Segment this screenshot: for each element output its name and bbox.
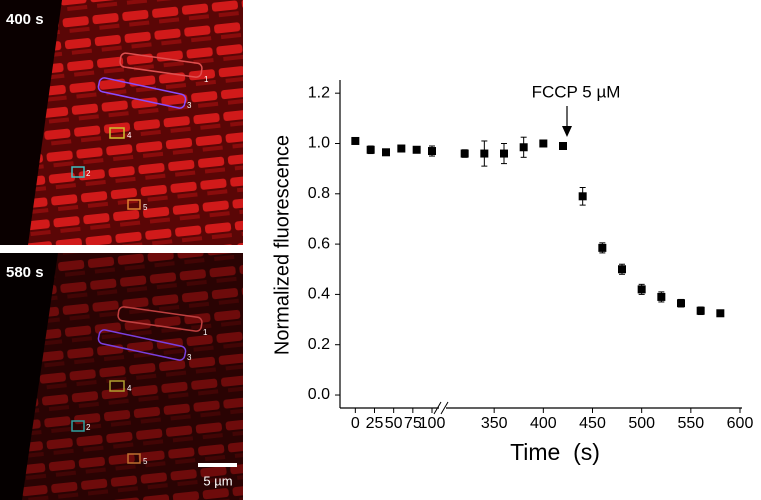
x-tick-label: 75 xyxy=(404,415,422,432)
axis-break xyxy=(440,401,449,415)
x-tick-label: 500 xyxy=(628,415,655,432)
roi-label: 4 xyxy=(127,131,132,140)
data-point xyxy=(578,192,587,201)
data-point xyxy=(539,139,548,148)
roi-label: 4 xyxy=(127,384,132,393)
annotation: FCCP 5 µM xyxy=(532,82,621,101)
x-tick-label: 25 xyxy=(366,415,384,432)
y-tick-label: 1.2 xyxy=(308,84,330,101)
scale-bar-label: 5 µm xyxy=(203,473,232,488)
x-tick-label: 50 xyxy=(385,415,403,432)
data-point xyxy=(382,148,390,157)
data-point xyxy=(428,147,436,156)
cell xyxy=(28,0,243,245)
rois xyxy=(71,306,203,464)
cell xyxy=(22,253,243,500)
x-tick-label: 100 xyxy=(419,415,446,432)
y-axis-label: Normalized fluorescence xyxy=(271,135,293,355)
data-point xyxy=(397,144,406,153)
data-point xyxy=(559,142,567,150)
data-point xyxy=(716,309,725,318)
image-label: 580 s xyxy=(6,264,44,281)
roi-label: 2 xyxy=(86,423,91,432)
image-label: 400 s xyxy=(6,11,44,28)
chart: FCCP 5 µM Normalized fluorescence Time (… xyxy=(271,80,753,465)
y-tick-label: 0.8 xyxy=(308,185,330,202)
data-point xyxy=(366,145,375,154)
data-point xyxy=(412,145,421,154)
data-point xyxy=(637,285,646,294)
roi-label: 5 xyxy=(143,457,148,466)
data-point xyxy=(460,149,469,158)
data-point xyxy=(677,299,685,308)
data-point xyxy=(351,136,360,145)
data-point xyxy=(519,143,528,152)
roi-label: 1 xyxy=(203,328,208,337)
data-point xyxy=(500,149,508,158)
y-tick-label: 1.0 xyxy=(308,135,330,152)
data-point xyxy=(480,149,489,158)
x-tick-label: 0 xyxy=(351,415,360,432)
x-axis-label: Time (s) xyxy=(510,439,600,465)
roi-label: 3 xyxy=(187,101,192,110)
data-point xyxy=(696,306,705,315)
rois xyxy=(71,52,203,210)
y-tick-label: 0.4 xyxy=(308,286,330,303)
x-tick-label: 400 xyxy=(530,415,557,432)
data-point xyxy=(598,243,607,252)
roi-label: 5 xyxy=(143,203,148,212)
data-point xyxy=(618,265,626,274)
annotation-arrow xyxy=(562,126,572,137)
y-tick-label: 0.0 xyxy=(308,386,330,403)
y-tick-label: 0.2 xyxy=(308,336,330,353)
roi-label: 3 xyxy=(187,353,192,362)
axis-break xyxy=(433,401,442,415)
data-point xyxy=(657,292,666,301)
roi-label: 2 xyxy=(86,169,91,178)
x-tick-label: 600 xyxy=(727,415,754,432)
roi-label: 1 xyxy=(204,75,209,84)
x-tick-label: 550 xyxy=(677,415,704,432)
x-tick-label: 350 xyxy=(481,415,508,432)
x-tick-label: 450 xyxy=(579,415,606,432)
y-tick-label: 0.6 xyxy=(308,235,330,252)
